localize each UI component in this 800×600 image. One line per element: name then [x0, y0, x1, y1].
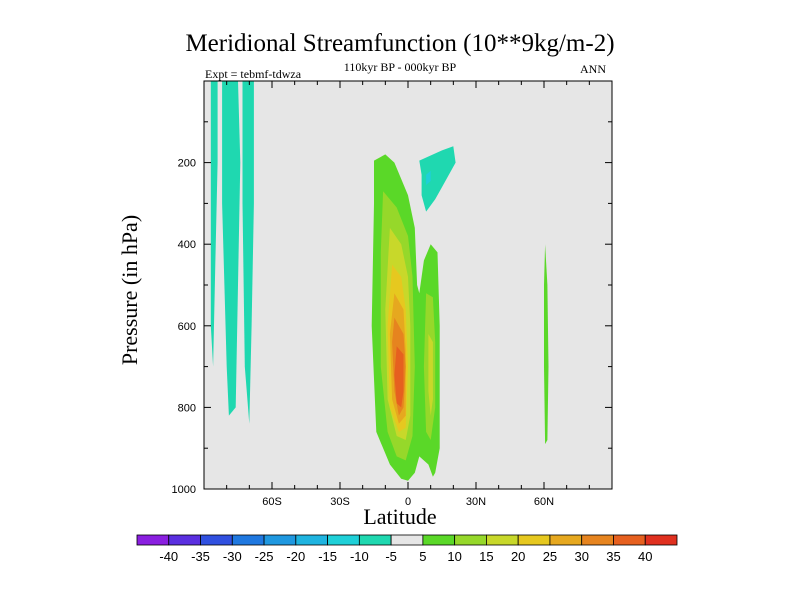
colorbar-swatch [422, 534, 456, 546]
colorbar-label: -30 [223, 549, 242, 564]
colorbar-label: 5 [419, 549, 426, 564]
y-tick-label: 400 [178, 239, 196, 251]
colorbar-swatch [358, 534, 392, 546]
x-tick-label: 30S [330, 496, 350, 508]
x-tick-label: 60N [534, 496, 554, 508]
colorbar-label: -25 [255, 549, 274, 564]
colorbar-swatch [517, 534, 551, 546]
colorbar-swatch [263, 534, 297, 546]
colorbar-label: 35 [606, 549, 620, 564]
upper-neg-core [426, 170, 431, 185]
axes: 60S 30S 0 30N 60N 200 400 600 800 1000 [172, 81, 612, 508]
y-tick-label: 600 [178, 321, 196, 333]
colorbar-label: -15 [318, 549, 337, 564]
colorbar-label: 30 [574, 549, 588, 564]
colorbar-label: -5 [385, 549, 397, 564]
colorbar-swatch [613, 534, 646, 546]
colorbar-swatch [390, 534, 424, 546]
contour-regions [210, 81, 549, 481]
x-tick-label: 30N [466, 496, 486, 508]
colorbar-label: -20 [286, 549, 305, 564]
chart-subtitle: 110kyr BP - 000kyr BP [343, 60, 457, 74]
colorbar-label: 25 [543, 549, 557, 564]
y-tick-label: 1000 [172, 484, 196, 496]
y-axis-label: Pressure (in hPa) [117, 214, 142, 366]
experiment-label: Expt = tebmf-tdwza [205, 67, 302, 81]
y-tick-label: 200 [178, 158, 196, 170]
x-tick-label: 60S [262, 496, 282, 508]
colorbar-label: 15 [479, 549, 493, 564]
season-label: ANN [580, 62, 606, 76]
colorbar-swatch [327, 534, 360, 546]
colorbar-swatch [200, 534, 233, 546]
colorbar-label: 40 [638, 549, 652, 564]
x-tick-label: 0 [405, 496, 411, 508]
colorbar-swatch [581, 534, 614, 546]
colorbar-label: 20 [511, 549, 525, 564]
colorbar-swatch [644, 534, 678, 546]
nh-mid-cell [544, 244, 549, 445]
colorbar-swatch [136, 534, 170, 546]
colorbar-swatch [295, 534, 328, 546]
colorbar-label: -35 [191, 549, 210, 564]
upper-neg-cell [419, 146, 456, 212]
colorbar-label: -10 [350, 549, 369, 564]
chart-title: Meridional Streamfunction (10**9kg/m-2) [185, 30, 615, 57]
colorbar-label: 10 [447, 549, 461, 564]
y-tick-label: 800 [178, 402, 196, 414]
hadley-15-ne [428, 334, 433, 416]
colorbar-label: -40 [159, 549, 178, 564]
hadley-35 [394, 346, 404, 408]
sh-polar-cell-a [210, 81, 218, 367]
colorbar-swatch [231, 534, 265, 546]
colorbar-swatch [486, 534, 519, 546]
sh-polar-cell-b [222, 81, 241, 416]
colorbar: -40 -35 -30 -25 -20 -15 -10 -5 5 10 15 20 25 30 35 40 [136, 534, 678, 564]
colorbar-swatch [549, 534, 583, 546]
colorbar-swatch [454, 534, 487, 546]
x-axis-label: Latitude [363, 504, 437, 529]
sh-polar-cell-c [242, 81, 254, 424]
colorbar-swatch [168, 534, 201, 546]
